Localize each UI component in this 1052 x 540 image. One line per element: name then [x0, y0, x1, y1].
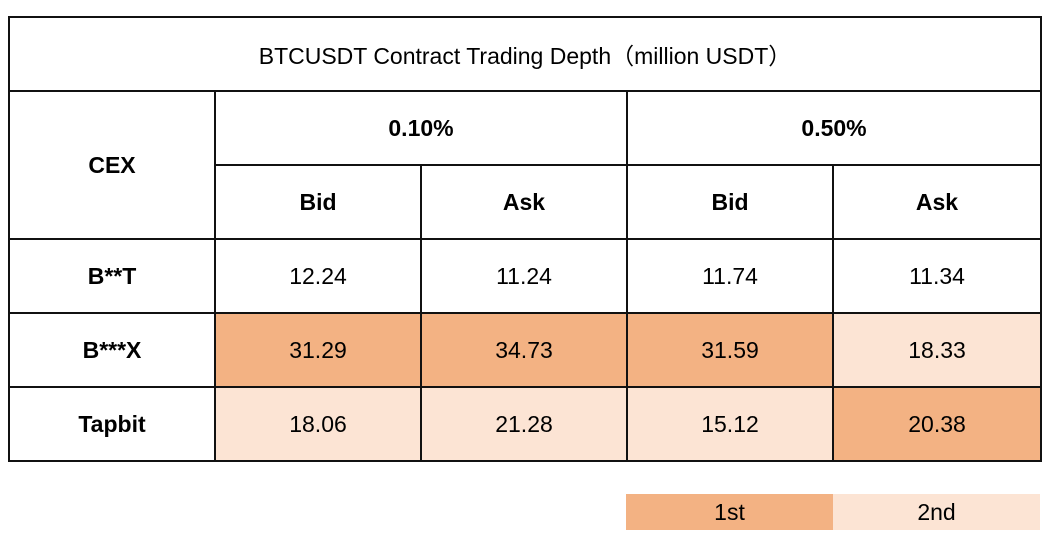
exchange-name: B**T — [8, 238, 216, 314]
sub-header-ask: Ask — [420, 164, 628, 240]
depth-cell: 11.34 — [831, 238, 1043, 314]
depth-cell: 18.06 — [214, 386, 422, 462]
group-header-row: CEX 0.10% 0.50% — [8, 90, 1043, 240]
group-header-0-50: 0.50% — [625, 90, 1043, 166]
cex-header: CEX — [8, 90, 216, 240]
sub-header-ask: Ask — [831, 164, 1043, 240]
legend-first: 1st — [626, 494, 833, 530]
sub-header-bid: Bid — [214, 164, 422, 240]
rank-legend: 1st 2nd — [626, 494, 1040, 530]
sub-header-bid: Bid — [626, 164, 834, 240]
depth-cell: 31.29 — [214, 312, 422, 388]
exchange-name: Tapbit — [8, 386, 216, 462]
exchange-name: B***X — [8, 312, 216, 388]
depth-cell: 11.74 — [626, 238, 834, 314]
group-header-0-10: 0.10% — [214, 90, 628, 166]
title-row: BTCUSDT Contract Trading Depth（million U… — [7, 16, 1043, 92]
legend-second: 2nd — [833, 494, 1040, 530]
depth-cell: 18.33 — [831, 312, 1043, 388]
depth-cell: 31.59 — [626, 312, 834, 388]
table-row: Tapbit 18.06 21.28 15.12 20.38 — [8, 386, 1043, 462]
depth-cell: 20.38 — [831, 386, 1043, 462]
table-row: B***X 31.29 34.73 31.59 18.33 — [8, 312, 1043, 388]
table-row: B**T 12.24 11.24 11.74 11.34 — [8, 238, 1043, 314]
depth-cell: 11.24 — [420, 238, 628, 314]
depth-table: BTCUSDT Contract Trading Depth（million U… — [7, 16, 1043, 462]
depth-cell: 12.24 — [214, 238, 422, 314]
sub-header-row: Bid Ask Bid Ask — [9, 164, 1043, 240]
depth-cell: 34.73 — [420, 312, 628, 388]
depth-cell: 21.28 — [420, 386, 628, 462]
depth-cell: 15.12 — [626, 386, 834, 462]
table-title: BTCUSDT Contract Trading Depth（million U… — [7, 16, 1043, 92]
